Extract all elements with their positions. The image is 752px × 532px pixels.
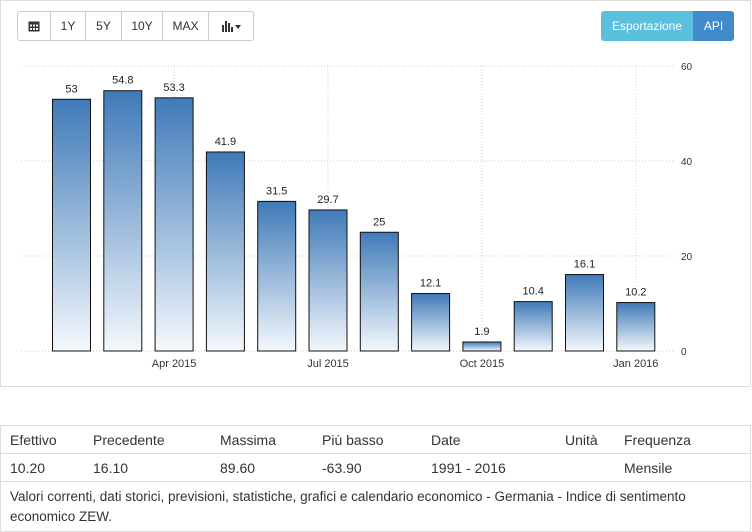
header-efettivo: Efettivo — [10, 431, 57, 448]
bar-value-label: 53 — [65, 83, 77, 95]
bar[interactable] — [52, 98, 91, 352]
bar[interactable] — [205, 151, 245, 352]
api-button[interactable]: API — [693, 11, 734, 41]
value-efettivo: 10.20 — [10, 459, 46, 476]
caret-down-icon — [235, 25, 241, 29]
header-precedente: Precedente — [93, 431, 165, 448]
calendar-icon — [28, 21, 40, 32]
bar-value-label: 53.3 — [163, 82, 184, 94]
stats-description: Valori correnti, dati storici, prevision… — [10, 489, 686, 524]
bar-value-label: 29.7 — [317, 194, 338, 206]
y-tick-label: 0 — [681, 347, 687, 358]
header-piu-basso: Più basso — [322, 431, 384, 448]
bar-value-label: 12.1 — [420, 278, 441, 290]
y-tick-label: 60 — [681, 62, 693, 73]
bar-value-label: 31.5 — [266, 185, 287, 197]
bar[interactable] — [308, 209, 348, 352]
y-tick-label: 20 — [681, 252, 693, 263]
calendar-button[interactable] — [18, 12, 51, 40]
bar-chart: 53 54.8 53.3 41.9 31.5 29.7 25 12.1 1.9 10.4 16.1 1… — [21, 62, 693, 370]
export-button-group: Esportazione API — [601, 11, 734, 41]
bar-value-label: 25 — [373, 216, 385, 228]
value-massima: 89.60 — [220, 459, 256, 476]
x-tick-label: Jan 2016 — [613, 358, 658, 370]
x-tick-label: Oct 2015 — [460, 358, 505, 370]
chart-panel: 1Y 5Y 10Y MAX Esportazione API 53 54.8 53.… — [0, 0, 751, 387]
bar-value-label: 41.9 — [215, 136, 236, 148]
bar[interactable] — [462, 341, 502, 352]
range-1y-button[interactable]: 1Y — [51, 12, 86, 40]
range-max-button[interactable]: MAX — [163, 12, 209, 40]
header-unita: Unità — [565, 431, 598, 448]
export-button[interactable]: Esportazione — [601, 11, 693, 41]
bar[interactable] — [257, 200, 297, 352]
value-precedente: 16.10 — [93, 459, 129, 476]
bar[interactable] — [411, 293, 451, 352]
chart-type-dropdown[interactable] — [209, 12, 253, 40]
bar[interactable] — [513, 301, 553, 352]
bar-value-label: 1.9 — [474, 326, 489, 338]
range-button-group: 1Y 5Y 10Y MAX — [17, 11, 254, 41]
header-frequenza: Frequenza — [624, 431, 691, 448]
stats-value-row: 10.20 16.10 89.60 -63.90 1991 - 2016 Men… — [1, 454, 750, 482]
bar[interactable] — [565, 274, 604, 352]
stats-header-row: Efettivo Precedente Massima Più basso Da… — [1, 426, 750, 454]
y-tick-label: 40 — [681, 157, 693, 168]
bar[interactable] — [154, 97, 194, 352]
range-5y-button[interactable]: 5Y — [86, 12, 122, 40]
bar-chart-icon — [222, 21, 241, 32]
bar[interactable] — [359, 231, 399, 352]
value-frequenza: Mensile — [624, 459, 673, 476]
bar-value-label: 10.4 — [522, 286, 543, 298]
value-piu-basso: -63.90 — [322, 459, 362, 476]
bar-value-label: 16.1 — [574, 259, 595, 271]
bar-value-label: 10.2 — [625, 287, 646, 299]
header-massima: Massima — [220, 431, 277, 448]
bar[interactable] — [616, 302, 656, 352]
stats-table: Efettivo Precedente Massima Più basso Da… — [0, 425, 751, 532]
range-10y-button[interactable]: 10Y — [122, 12, 163, 40]
bar-value-label: 54.8 — [112, 75, 133, 87]
header-date: Date — [431, 431, 461, 448]
x-tick-label: Jul 2015 — [307, 358, 349, 370]
value-date: 1991 - 2016 — [431, 459, 506, 476]
x-tick-label: Apr 2015 — [152, 358, 197, 370]
bar[interactable] — [103, 90, 143, 352]
